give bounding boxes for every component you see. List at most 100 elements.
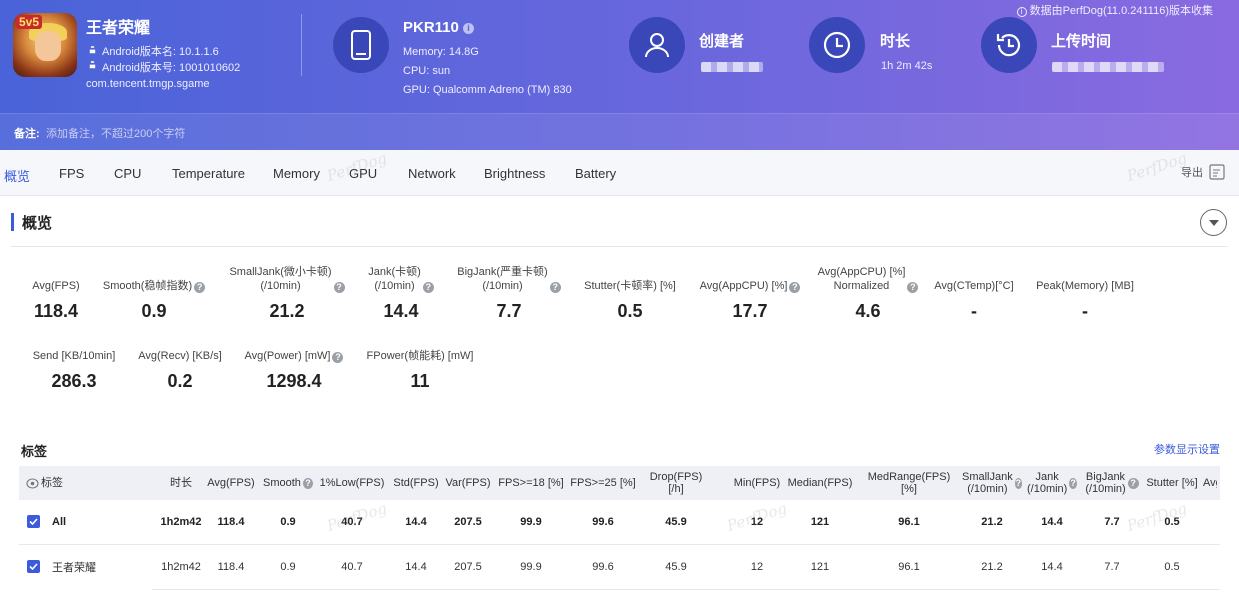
metric-label: Avg(AppCPU) [%] Normalized? (808, 265, 928, 293)
upload-time-value-redacted (1052, 62, 1164, 72)
column-header[interactable]: Avg(FPS) (207, 477, 255, 489)
duration-value: 1h 2m 42s (881, 60, 933, 72)
help-icon[interactable]: ? (1014, 477, 1022, 489)
column-header[interactable]: Smooth? (263, 466, 313, 500)
table-cell: 0.5 (1164, 561, 1180, 573)
column-header[interactable]: MedRange(FPS)[%] (867, 471, 951, 495)
info-icon: i (1016, 7, 1027, 17)
metric-label: FPower(帧能耗) [mW] (366, 350, 474, 362)
table-cell: 1h2m42 (161, 561, 201, 573)
table-cell: 1h2m42 (160, 516, 202, 528)
tab-memory[interactable]: Memory (273, 166, 320, 181)
help-icon[interactable]: ? (1127, 477, 1139, 489)
report-header: 5v5 王者荣耀 Android版本名: 10.1.1.6 Android版本号… (0, 0, 1239, 150)
metric-label: Avg(Power) [mW]? (234, 335, 354, 363)
table-cell: 0.5 (1164, 516, 1180, 528)
android-icon (89, 46, 96, 54)
note-bar: 备注: 添加备注，不超过200个字符 (0, 113, 1239, 150)
version-note: i 数据由PerfDog(11.0.241116)版本收集 (1016, 2, 1213, 18)
tab-bar: 概览 FPS CPU Temperature Memory GPU Networ… (0, 148, 1239, 196)
tab-battery[interactable]: Battery (575, 166, 617, 181)
tab-overview[interactable]: 概览 (4, 169, 31, 184)
help-icon[interactable]: ? (422, 282, 434, 293)
table-row: 王者荣耀 1h2m42 118.4 0.9 40.7 14.4 207.5 99.9 99.6 4… (19, 545, 1220, 589)
help-icon[interactable]: ? (789, 282, 801, 293)
eye-icon[interactable] (26, 477, 39, 490)
help-icon[interactable]: ? (302, 477, 313, 489)
table-cell: 王者荣耀 (52, 562, 96, 574)
column-header[interactable]: FPS>=18 [%] (498, 477, 564, 489)
metric-value: 4.6 (855, 301, 881, 321)
table-cell: 118.4 (217, 516, 245, 528)
heading-accent (11, 213, 14, 231)
table-cell: 96.1 (898, 516, 920, 528)
table-cell: 0.9 (280, 561, 296, 573)
metric-card: Avg(FPS) 118.4 (0, 265, 116, 322)
table-cell: 14.4 (1041, 516, 1063, 528)
tab-brightness[interactable]: Brightness (484, 166, 546, 181)
help-icon[interactable]: ? (549, 282, 561, 293)
help-icon[interactable]: ? (1069, 477, 1077, 489)
metric-value: - (971, 301, 977, 321)
column-header[interactable]: Min(FPS) (733, 477, 781, 489)
column-header[interactable]: SmallJank (/10min)? (962, 471, 1022, 495)
help-icon[interactable]: ? (332, 352, 344, 363)
overview-title: 概览 (22, 214, 53, 232)
info-icon[interactable]: i (463, 22, 475, 34)
export-button[interactable]: 导出 (1181, 164, 1225, 180)
table-cell: 99.6 (592, 516, 614, 528)
tab-temperature[interactable]: Temperature (172, 166, 245, 181)
column-header[interactable]: Drop(FPS) [/h] (649, 471, 703, 495)
metric-label: BigJank(严重卡顿) (/10min)? (449, 265, 569, 293)
table-cell: 7.7 (1104, 561, 1120, 573)
table-cell: 40.7 (341, 561, 363, 573)
help-icon[interactable]: ? (907, 282, 919, 293)
column-header[interactable]: BigJank (/10min)? (1084, 466, 1140, 500)
table-cell: 21.2 (981, 561, 1003, 573)
tab-cpu[interactable]: CPU (114, 166, 142, 181)
metric-card: Smooth(稳帧指数)? 0.9 (94, 265, 214, 322)
column-header[interactable]: 1%Low(FPS) (319, 477, 385, 489)
column-header[interactable]: FPS>=25 [%] (570, 477, 636, 489)
metric-label: Avg(FPS) (32, 280, 80, 292)
param-settings-link[interactable]: 参数显示设置 (1154, 444, 1220, 456)
duration-label: 时长 (880, 33, 911, 50)
metric-label: Smooth(稳帧指数)? (94, 265, 214, 293)
column-header[interactable]: Var(FPS) (445, 477, 491, 489)
android-version-name: Android版本名: 10.1.1.6 (102, 46, 219, 58)
column-header[interactable]: Jank (/10min)? (1027, 471, 1077, 495)
row-checkbox[interactable] (27, 515, 40, 528)
metric-card: FPower(帧能耗) [mW] 11 (360, 335, 480, 392)
column-header[interactable]: Median(FPS) (787, 477, 853, 489)
watermark: PerfDog (1124, 148, 1189, 186)
column-header[interactable]: 标签 (41, 477, 63, 489)
collapse-button[interactable] (1200, 209, 1227, 236)
device-name: PKR110 (403, 19, 459, 36)
row-checkbox[interactable] (27, 560, 40, 573)
column-header[interactable]: 时长 (170, 477, 192, 489)
package-name: com.tencent.tmgp.sgame (86, 78, 210, 90)
export-icon (1209, 164, 1225, 180)
table-cell: 0.9 (280, 516, 296, 528)
metric-label: Stutter(卡顿率) [%] (584, 280, 676, 292)
table-row: All 1h2m42 118.4 0.9 40.7 14.4 207.5 99.9 99.6 45… (19, 500, 1220, 544)
metric-value: 286.3 (51, 371, 97, 391)
tab-gpu[interactable]: GPU (349, 166, 378, 181)
help-icon[interactable]: ? (333, 282, 345, 293)
note-input[interactable]: 添加备注，不超过200个字符 (46, 128, 186, 140)
phone-icon (333, 17, 389, 73)
metric-label: Avg(CTemp)[°C] (934, 280, 1014, 292)
help-icon[interactable]: ? (194, 282, 206, 293)
tab-fps[interactable]: FPS (59, 166, 85, 181)
column-header[interactable]: Stutter [%] (1146, 477, 1198, 489)
column-header[interactable]: Std(FPS) (393, 477, 439, 489)
clock-icon (809, 17, 865, 73)
metric-value: - (1082, 301, 1088, 321)
user-icon (629, 17, 685, 73)
column-header[interactable]: Avg (1203, 477, 1217, 489)
metric-value: 21.2 (269, 301, 305, 321)
metric-card: SmallJank(微小卡顿) (/10min)? 21.2 (227, 265, 347, 322)
metric-label: SmallJank(微小卡顿) (/10min)? (227, 265, 347, 293)
tab-network[interactable]: Network (408, 166, 456, 181)
metric-value: 1298.4 (266, 371, 322, 391)
